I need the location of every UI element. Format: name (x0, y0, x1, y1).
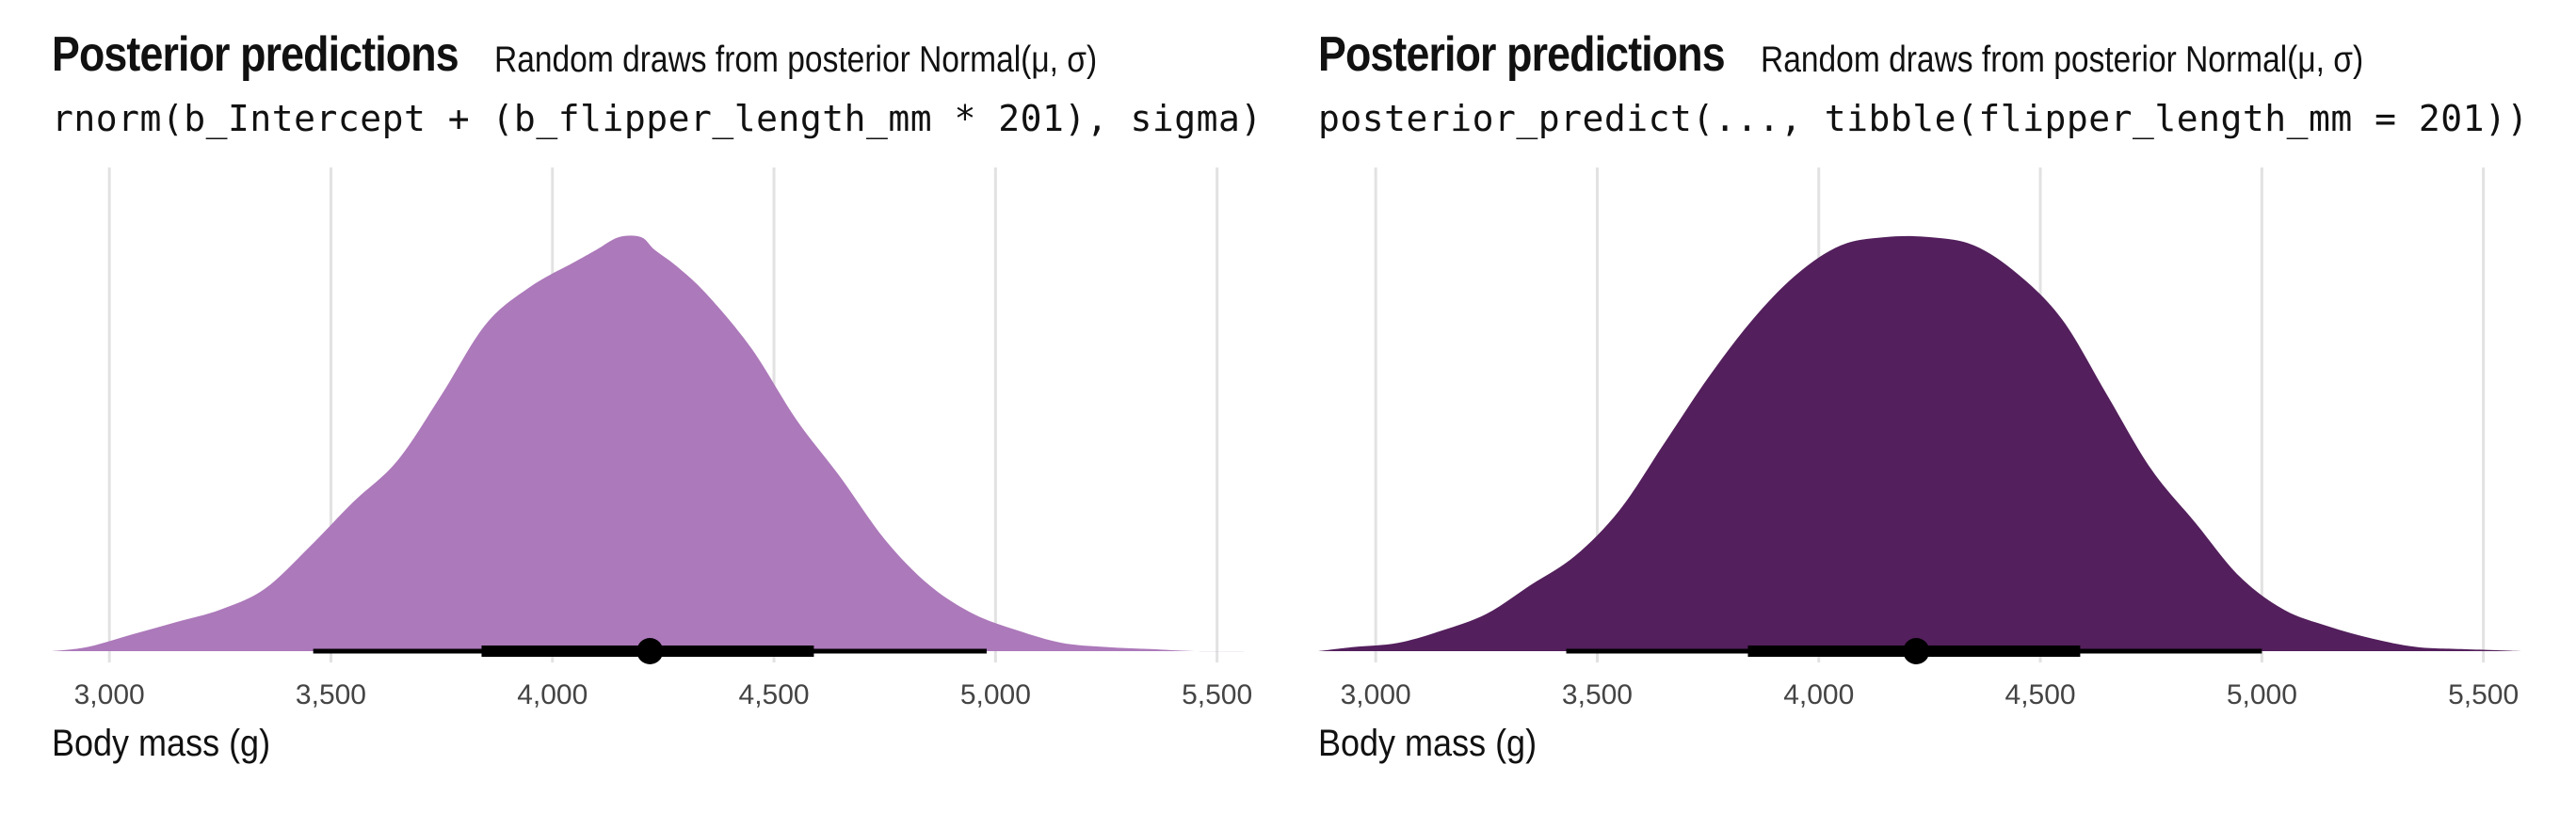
chart-subtitle: Random draws from posterior Normal(μ, σ) (494, 40, 1098, 80)
code-caption: posterior_predict(..., tibble(flipper_le… (1318, 98, 2529, 139)
x-tick-label: 4,000 (1783, 679, 1854, 710)
x-tick-label: 3,000 (1341, 679, 1411, 710)
point-estimate (1903, 638, 1930, 664)
point-estimate (636, 638, 664, 664)
x-axis-label: Body mass (g) (1318, 723, 1538, 764)
chart-title: Posterior predictions (52, 27, 459, 82)
density-area (1318, 235, 2523, 651)
x-tick-label: 5,000 (960, 679, 1031, 710)
chart-subtitle: Random draws from posterior Normal(μ, σ) (1761, 40, 2364, 80)
x-tick-label: 3,500 (1562, 679, 1633, 710)
x-tick-label: 3,500 (296, 679, 366, 710)
chart-title: Posterior predictions (1318, 27, 1726, 82)
x-tick-label: 4,500 (739, 679, 810, 710)
density-plot: 3,000 3,500 4,000 4,500 5,000 5,500 (1318, 167, 2523, 710)
density-area (52, 235, 1257, 652)
x-tick-label: 5,500 (2448, 679, 2519, 710)
x-tick-label: 4,000 (517, 679, 588, 710)
x-tick-label: 3,000 (74, 679, 145, 710)
x-tick-label: 5,000 (2227, 679, 2297, 710)
chart-panel-left: Posterior predictions Random draws from … (52, 0, 1313, 813)
density-plot: 3,000 3,500 4,000 4,500 5,000 5,500 (52, 167, 1257, 710)
x-tick-label: 4,500 (2005, 679, 2076, 710)
x-tick-label: 5,500 (1182, 679, 1252, 710)
chart-panel-right: Posterior predictions Random draws from … (1318, 0, 2576, 813)
code-caption: rnorm(b_Intercept + (b_flipper_length_mm… (52, 98, 1263, 139)
x-axis-label: Body mass (g) (52, 723, 271, 764)
